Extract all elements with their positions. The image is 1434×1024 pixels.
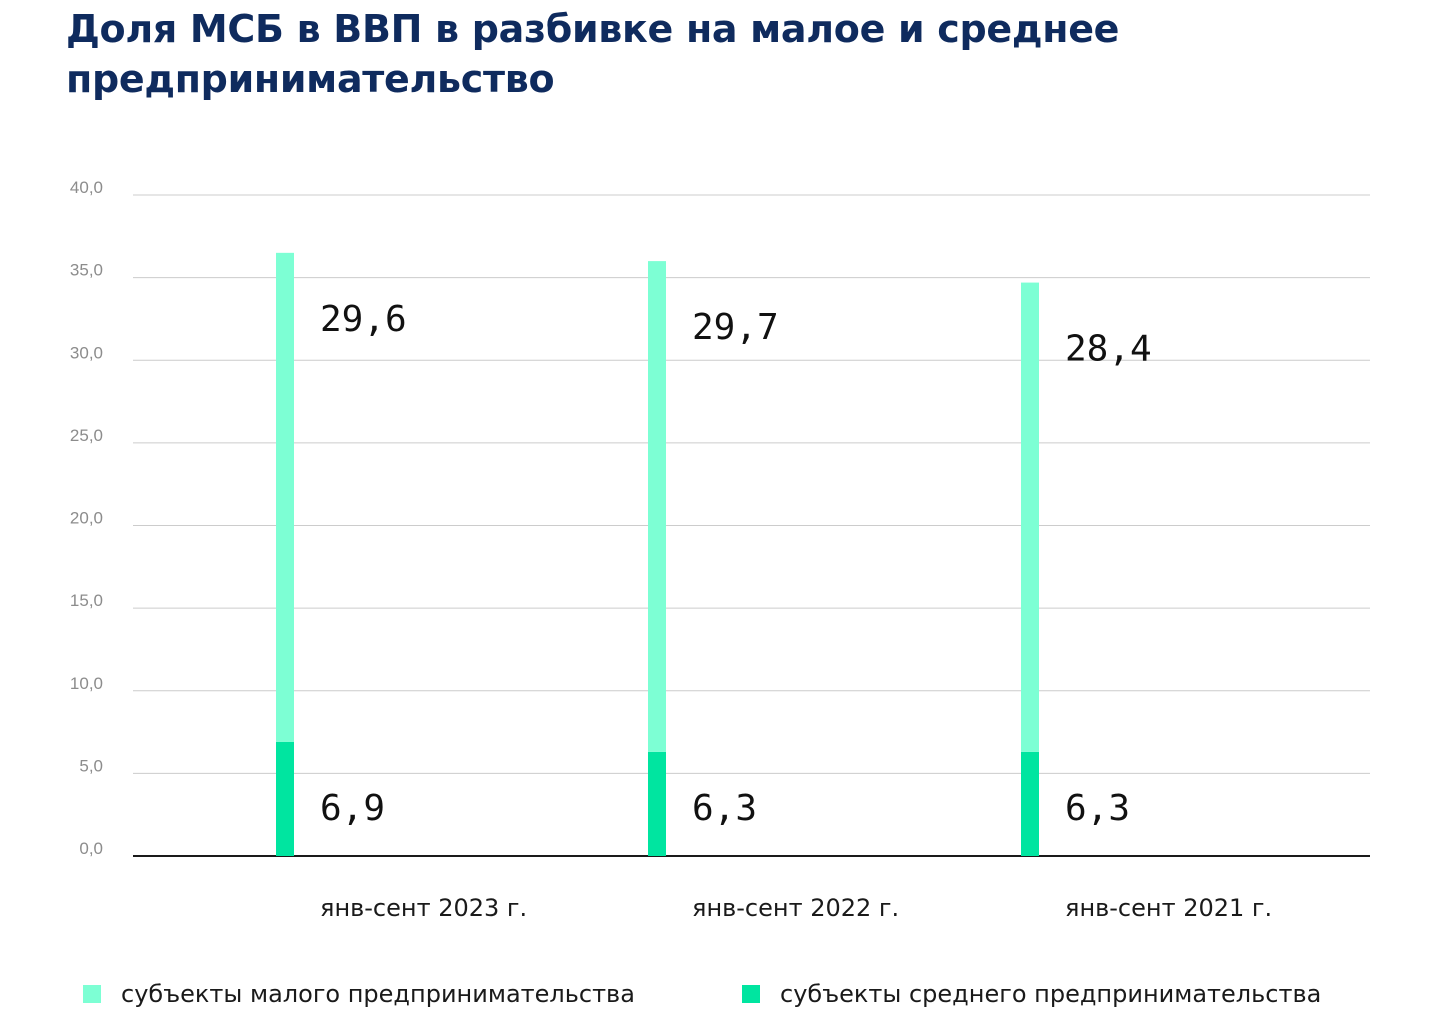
data-label-medium-business: 6,9 (320, 788, 385, 829)
legend-item-medium-business: субъекты среднего предпринимательства (742, 976, 1321, 1012)
legend-swatch-medium-business (742, 985, 760, 1003)
y-tick-label: 15,0 (70, 591, 103, 610)
x-category-label: янв-сент 2021 г. (1065, 894, 1272, 922)
bar-segment-medium-business (276, 741, 294, 856)
data-label-small-business: 29,6 (320, 299, 407, 340)
y-tick-label: 10,0 (70, 674, 103, 693)
legend-swatch-small-business (83, 985, 101, 1003)
bar-segment-small-business (1021, 282, 1039, 752)
bar-segment-medium-business (1021, 751, 1039, 856)
y-tick-label: 0,0 (79, 839, 103, 858)
y-tick-label: 30,0 (70, 343, 103, 362)
chart-legend: субъекты малого предпринимательства субъ… (0, 976, 1434, 1016)
legend-item-small-business: субъекты малого предпринимательства (83, 976, 635, 1012)
y-tick-label: 40,0 (70, 178, 103, 197)
bar-chart: 0,0 5,0 10,0 15,0 20,0 25,0 30,0 35,0 40,0 6,9 29,… (70, 178, 1370, 922)
data-label-small-business: 29,7 (692, 307, 779, 348)
bar-segment-small-business (648, 261, 666, 752)
data-label-medium-business: 6,3 (692, 788, 757, 829)
data-label-medium-business: 6,3 (1065, 788, 1130, 829)
chart-title: Доля МСБ в ВВП в разбивке на малое и сре… (66, 7, 1120, 101)
y-tick-label: 5,0 (79, 756, 103, 775)
y-tick-label: 20,0 (70, 509, 103, 528)
legend-label-medium-business: субъекты среднего предпринимательства (780, 980, 1322, 1008)
x-category-label: янв-сент 2023 г. (320, 894, 527, 922)
data-label-small-business: 28,4 (1065, 329, 1152, 370)
bar-segment-small-business (276, 252, 294, 742)
y-tick-label: 25,0 (70, 426, 103, 445)
legend-label-small-business: субъекты малого предпринимательства (121, 980, 635, 1008)
x-category-label: янв-сент 2022 г. (692, 894, 899, 922)
bar-segment-medium-business (648, 751, 666, 856)
y-tick-label: 35,0 (70, 261, 103, 280)
